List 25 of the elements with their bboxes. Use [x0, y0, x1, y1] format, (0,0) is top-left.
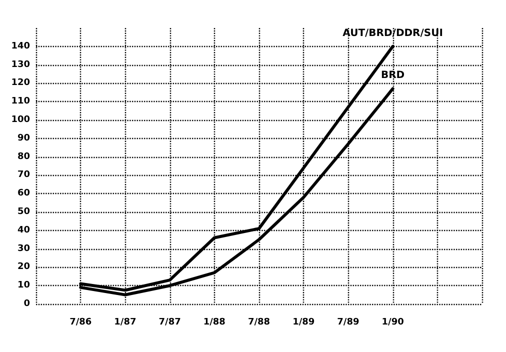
y-tick-label: 50 — [17, 207, 30, 217]
y-tick-label: 80 — [17, 152, 30, 162]
y-tick-label: 120 — [11, 78, 30, 88]
x-tick-label: 1/89 — [292, 318, 315, 328]
x-tick-label: 1/90 — [382, 318, 404, 328]
y-tick-label: 0 — [24, 299, 30, 309]
y-tick-label: 90 — [17, 133, 30, 144]
y-tick-label: 110 — [11, 96, 30, 107]
y-tick-label: 140 — [11, 41, 30, 52]
y-tick-label: 100 — [11, 115, 30, 125]
y-tick-label: 10 — [17, 280, 30, 291]
series-label: BRD — [380, 70, 405, 82]
y-tick-label: 20 — [17, 262, 30, 272]
y-tick-label: 30 — [17, 244, 30, 254]
y-tick-label: 70 — [17, 170, 30, 180]
x-tick-label: 1/87 — [114, 318, 136, 328]
y-tick-label: 40 — [17, 225, 30, 236]
x-tick-label: 7/86 — [70, 318, 92, 328]
y-tick-label: 60 — [17, 188, 30, 199]
x-tick-label: 7/89 — [337, 318, 360, 328]
x-tick-label: 1/88 — [203, 318, 226, 328]
series-label: AUT/BRD/DDR/SUI — [342, 28, 443, 39]
x-tick-label: 7/88 — [248, 318, 270, 328]
x-tick-label: 7/87 — [158, 318, 181, 328]
y-tick-label: 130 — [11, 60, 30, 70]
